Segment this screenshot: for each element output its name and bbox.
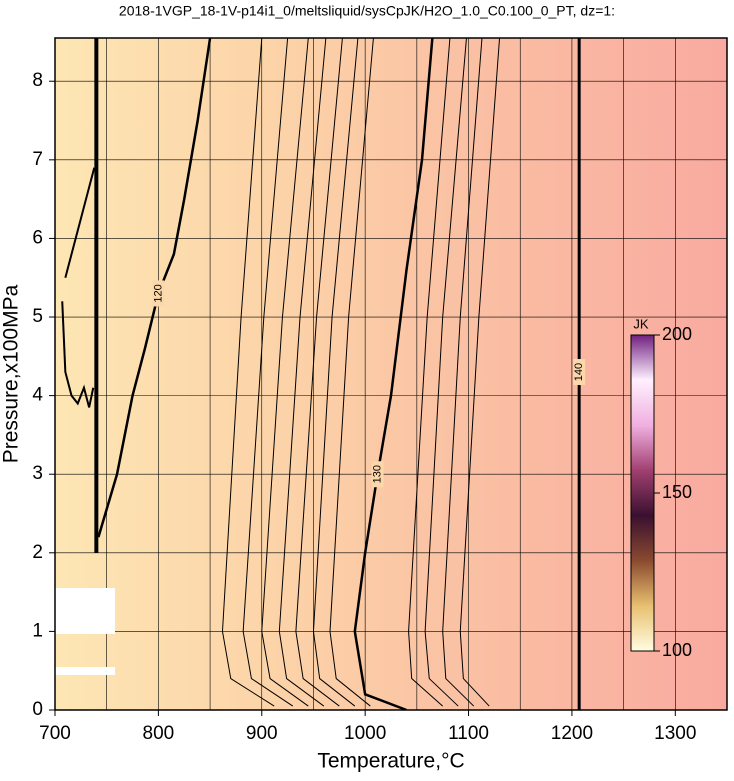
contour-line (312, 38, 359, 707)
contour-line (329, 38, 374, 707)
x-tick-label: 800 (143, 723, 175, 744)
chart-title: 2018-1VGP_18-1V-p14i1_0/meltsliquid/sysC… (119, 3, 615, 19)
contour-line (261, 38, 309, 707)
y-tick-label: 5 (32, 306, 43, 327)
y-tick-label: 7 (32, 149, 43, 170)
contour-line (64, 167, 96, 278)
x-tick-label: 700 (39, 723, 71, 744)
y-tick-label: 6 (32, 227, 43, 248)
colorbar-label: JK (633, 316, 649, 331)
x-tick-label: 1000 (344, 723, 386, 744)
plot-background (55, 38, 727, 710)
y-tick-label: 0 (32, 699, 43, 720)
x-axis-label: Temperature,°C (317, 750, 464, 773)
contour-line (242, 38, 294, 707)
colorbar-ticks: 100 150 200 (654, 324, 692, 660)
x-tick-label: 1200 (551, 723, 593, 744)
axes: 700 800 900 1000 1100 1200 1300 0 1 2 3 4 5 6 7 8 (32, 70, 696, 744)
contour-label-bg (573, 359, 586, 386)
y-tick-label: 3 (32, 463, 43, 484)
y-axis-label: Pressure,x100MPa (0, 284, 23, 463)
x-tick-label: 1300 (654, 723, 696, 744)
contour-line (278, 38, 327, 707)
x-tick-label: 900 (246, 723, 278, 744)
y-tick-label: 8 (32, 70, 43, 91)
contour-line (221, 38, 275, 707)
colorbar-tick-label: 150 (662, 482, 692, 502)
contour-label-bg (371, 461, 384, 488)
colorbar (630, 334, 655, 652)
contour-line (295, 38, 343, 707)
contour-line (442, 38, 483, 707)
contour-label-bg (152, 280, 165, 307)
contour-line (459, 38, 501, 707)
contours: 140 130 120 (61, 38, 586, 710)
y-tick-label: 1 (32, 620, 43, 641)
blank-patch (55, 588, 115, 634)
x-tick-label: 1100 (448, 723, 489, 744)
blank-patch (55, 667, 115, 675)
colorbar-tick-label: 100 (662, 640, 692, 660)
contour-line (424, 38, 467, 707)
contour-label: 130 (371, 465, 383, 483)
contour-label: 120 (152, 284, 164, 302)
y-tick-label: 4 (32, 385, 43, 406)
colorbar-tick-label: 200 (662, 324, 692, 344)
contour-line (408, 38, 451, 707)
contour-line (61, 301, 95, 408)
y-tick-label: 2 (32, 542, 43, 563)
plot-frame (54, 37, 728, 711)
contour-label: 140 (573, 363, 585, 381)
